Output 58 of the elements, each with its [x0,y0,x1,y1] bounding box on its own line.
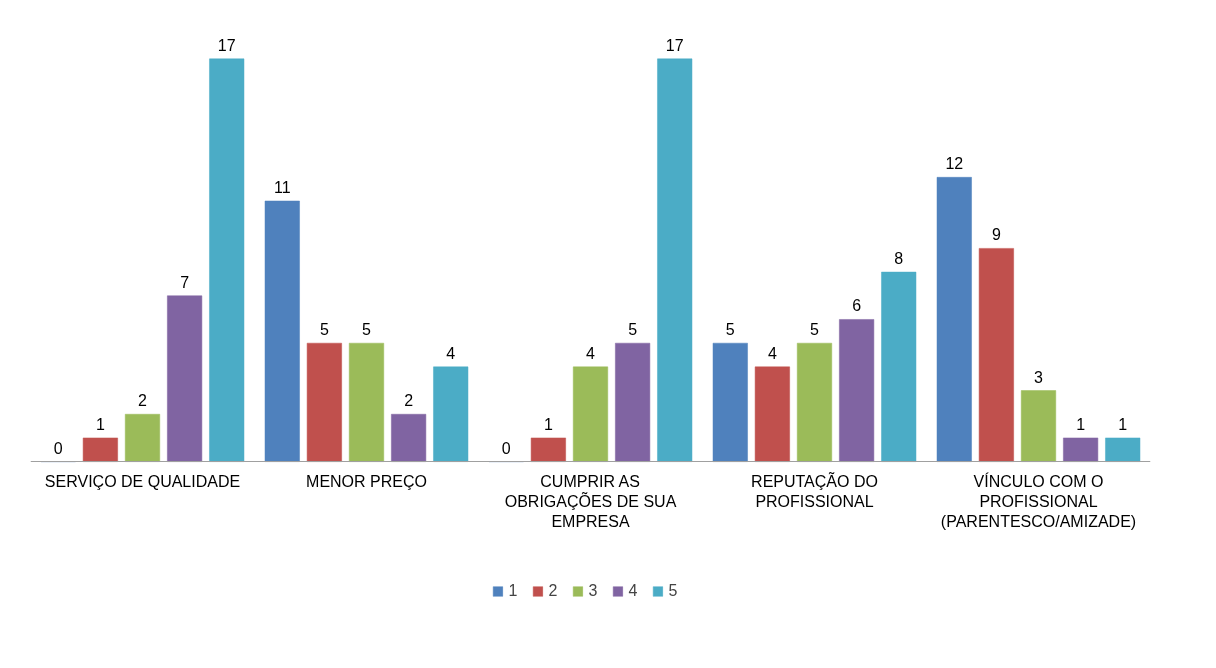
data-label: 17 [665,36,684,54]
bar [1020,390,1057,462]
x-tick-label: MENOR PREÇO [306,472,427,490]
data-label: 2 [138,392,148,410]
legend-label: 3 [588,582,599,600]
bar [881,271,917,462]
x-tick-label: VÍNCULO COM O PROFISSIONAL (PARENTESCO/AMIZADE) [940,471,1137,531]
data-label: 0 [501,439,511,457]
bar [167,295,203,462]
bar [1063,437,1099,462]
bar [796,342,833,462]
bar [978,248,1014,462]
data-label: 5 [810,321,820,339]
legend-label: 1 [508,582,519,600]
data-label: 4 [767,344,777,362]
bar [712,342,748,462]
bar [936,177,972,462]
data-label: 5 [628,321,638,339]
legend-label: 5 [668,582,679,600]
bar [615,342,651,462]
data-label: 5 [725,321,735,339]
bar [348,342,385,462]
bar [657,58,693,462]
x-tick-label: REPUTAÇÃO DO PROFISSIONAL [751,470,878,511]
data-label: 6 [852,297,862,315]
data-label: 1 [95,415,105,433]
bar [306,342,342,462]
bar [264,200,300,462]
data-label: 4 [586,344,596,362]
bar [754,366,790,462]
data-label: 1 [543,415,553,433]
data-label: 9 [991,226,1001,244]
data-label: 11 [273,179,291,196]
bar [391,413,427,462]
bar [839,319,875,462]
bar [82,437,118,462]
legend-label: 4 [628,582,639,600]
bar [530,437,566,462]
data-label: 4 [446,344,456,362]
data-label: 1 [1076,415,1086,433]
bar [1105,437,1141,462]
data-label: 2 [404,392,414,410]
bar [572,366,609,462]
data-label: 3 [1034,368,1044,386]
data-label: 17 [217,36,236,54]
legend-label: 2 [548,582,559,600]
data-label: 12 [945,155,964,173]
data-label: 7 [180,273,190,291]
bar [124,413,161,462]
x-tick-label: SERVIÇO DE QUALIDADE [44,472,241,490]
x-tick-label: CUMPRIR AS OBRIGAÇÕES DE SUA EMPRESA [504,472,677,531]
data-label: 0 [53,439,63,457]
data-label: 1 [1118,415,1128,433]
bar [209,58,245,462]
data-label: 8 [894,250,904,268]
data-label: 5 [362,321,372,339]
bar [433,366,469,462]
data-label: 5 [319,321,329,339]
